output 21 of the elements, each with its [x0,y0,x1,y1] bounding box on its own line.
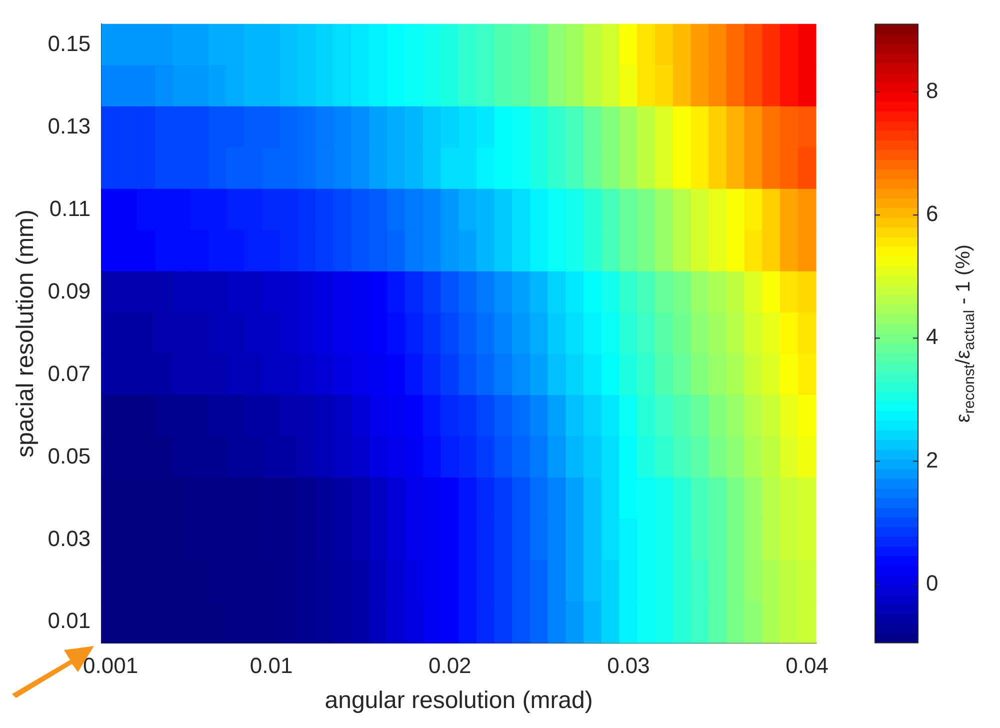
color-bar-label: 6 [926,201,938,226]
y-tick-label: 0.01 [48,608,91,634]
y-axis-title: spacial resolution (mm) [12,209,40,458]
x-tick-label: 0.03 [607,653,650,678]
x-axis-title: angular resolution (mrad) [324,687,593,714]
y-tick-label: 0.07 [48,360,91,386]
color-bar-title: εreconst/εactual - 1 (%) [952,244,978,423]
x-tick-label: 0.02 [428,653,472,678]
color-bar-label: 2 [926,447,938,472]
color-bar-label: 4 [926,324,938,350]
x-tick-label: 0.001 [83,653,138,678]
y-tick-label: 0.09 [48,278,91,304]
y-tick-label: 0.13 [48,113,91,138]
x-tick-label: 0.04 [786,653,828,678]
y-tick-label: 0.05 [48,443,91,468]
x-tick-label: 0.01 [250,653,293,678]
y-tick-label: 0.11 [49,196,91,221]
y-tick-label: 0.03 [48,526,91,551]
y-tick-label: 0.15 [48,30,91,56]
color-bar-label: 0 [926,570,938,596]
color-bar-label: 8 [926,78,938,103]
